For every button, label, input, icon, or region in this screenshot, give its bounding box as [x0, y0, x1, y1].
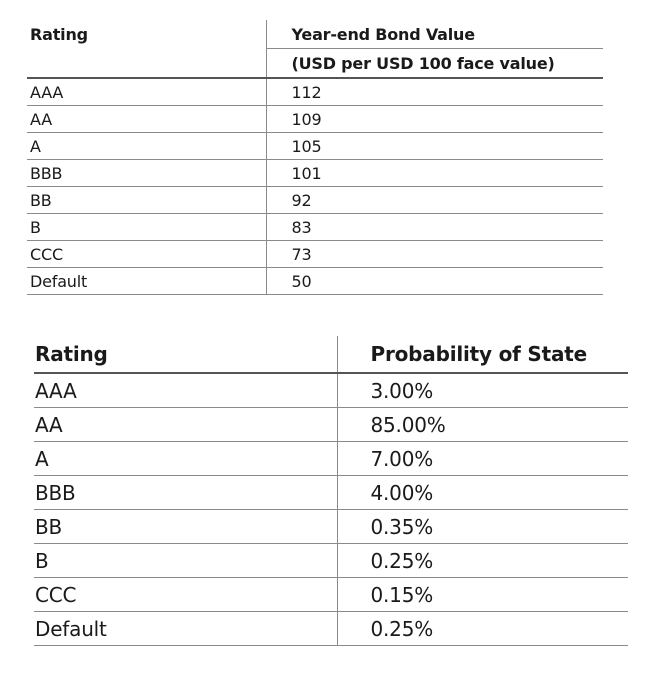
bond-rating-header-blank [27, 48, 267, 79]
bond-value-table: Rating Year-end Bond Value (USD per USD … [27, 20, 603, 295]
table-row: BBB 101 [27, 159, 603, 187]
rating-cell: Default [34, 611, 338, 646]
bond-value-cell: 83 [266, 213, 603, 241]
bond-value-cell: 101 [266, 159, 603, 187]
table-row: B 83 [27, 213, 603, 241]
table-row: BBB 4.00% [34, 475, 628, 510]
probability-rating-header: Rating [34, 336, 338, 374]
rating-cell: BBB [27, 159, 267, 187]
rating-cell: CCC [27, 240, 267, 268]
table-row: AA 109 [27, 105, 603, 133]
probability-cell: 0.15% [337, 577, 628, 612]
bond-value-header: Year-end Bond Value [266, 20, 603, 49]
rating-cell: B [34, 543, 338, 578]
table-row: AA 85.00% [34, 407, 628, 442]
table-row: Default 50 [27, 267, 603, 295]
rating-cell: CCC [34, 577, 338, 612]
table-row: AAA 3.00% [34, 373, 628, 408]
bond-value-cell: 50 [266, 267, 603, 295]
bond-rating-header: Rating [27, 20, 267, 49]
table-row: B 0.25% [34, 543, 628, 578]
rating-cell: BB [27, 186, 267, 214]
probability-header: Probability of State [337, 336, 628, 374]
bond-value-cell: 112 [266, 78, 603, 106]
probability-table-body: Rating Probability of State AAA 3.00% AA… [34, 336, 628, 646]
probability-table: Rating Probability of State AAA 3.00% AA… [34, 336, 628, 646]
table-row: BB 0.35% [34, 509, 628, 544]
rating-cell: AAA [34, 373, 338, 408]
probability-cell: 0.25% [337, 543, 628, 578]
table-row: Default 0.25% [34, 611, 628, 646]
rating-cell: B [27, 213, 267, 241]
bond-value-cell: 92 [266, 186, 603, 214]
table-row: A 7.00% [34, 441, 628, 476]
rating-cell: A [27, 132, 267, 160]
rating-cell: AA [34, 407, 338, 442]
table-row: CCC 73 [27, 240, 603, 268]
probability-cell: 0.25% [337, 611, 628, 646]
table-row: A 105 [27, 132, 603, 160]
bond-value-cell: 109 [266, 105, 603, 133]
probability-cell: 85.00% [337, 407, 628, 442]
table-row: BB 92 [27, 186, 603, 214]
bond-value-header-row: Rating Year-end Bond Value [27, 20, 603, 49]
table-row: CCC 0.15% [34, 577, 628, 612]
probability-cell: 4.00% [337, 475, 628, 510]
probability-header-row: Rating Probability of State [34, 336, 628, 374]
bond-value-table-body: Rating Year-end Bond Value (USD per USD … [27, 20, 603, 295]
rating-cell: BB [34, 509, 338, 544]
bond-value-header-row-2: (USD per USD 100 face value) [27, 48, 603, 79]
rating-cell: AA [27, 105, 267, 133]
bond-value-cell: 105 [266, 132, 603, 160]
rating-cell: Default [27, 267, 267, 295]
bond-value-cell: 73 [266, 240, 603, 268]
bond-value-unit-header: (USD per USD 100 face value) [266, 48, 603, 79]
probability-cell: 0.35% [337, 509, 628, 544]
rating-cell: A [34, 441, 338, 476]
table-row: AAA 112 [27, 78, 603, 106]
probability-cell: 7.00% [337, 441, 628, 476]
rating-cell: BBB [34, 475, 338, 510]
probability-cell: 3.00% [337, 373, 628, 408]
rating-cell: AAA [27, 78, 267, 106]
